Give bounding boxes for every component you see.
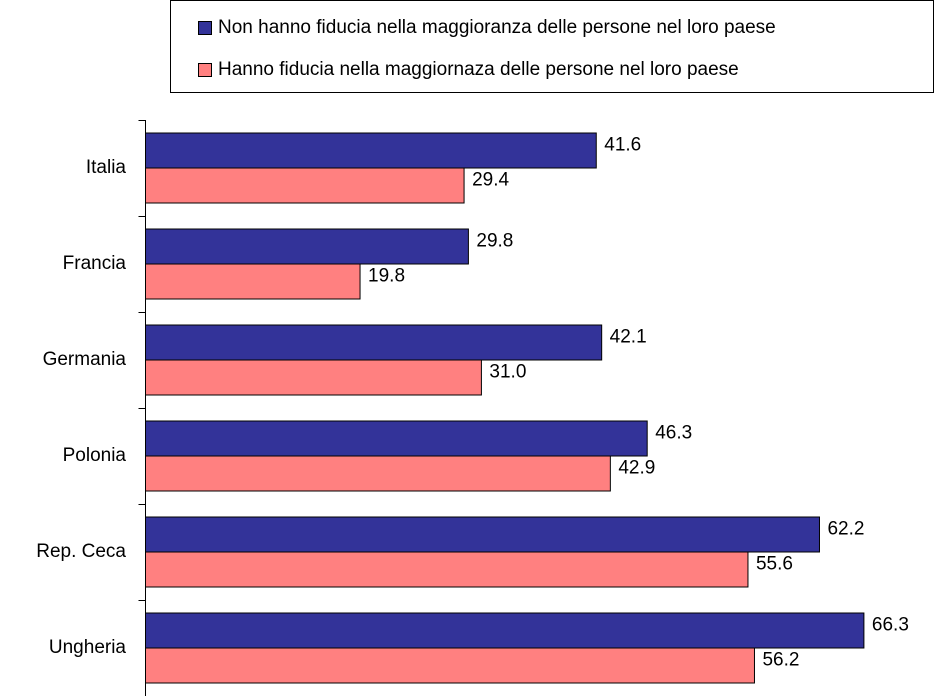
- bar: [145, 359, 482, 396]
- legend-label: Non hanno fiducia nella maggioranza dell…: [218, 17, 776, 38]
- y-tick-label: Rep. Ceca: [36, 541, 126, 562]
- y-tick-label: Italia: [86, 157, 127, 178]
- value-label: 29.8: [476, 231, 513, 252]
- bar: [145, 647, 755, 684]
- value-label: 62.2: [827, 519, 864, 540]
- value-label: 41.6: [604, 135, 641, 156]
- value-label: 19.8: [368, 266, 405, 287]
- value-label: 66.3: [872, 615, 909, 636]
- value-label: 46.3: [655, 423, 692, 444]
- value-label: 29.4: [472, 170, 509, 191]
- y-tick-label: Germania: [43, 349, 127, 370]
- legend-box: [170, 0, 934, 93]
- value-label: 31.0: [489, 362, 526, 383]
- bar: [145, 455, 611, 492]
- legend-swatch: [198, 21, 212, 35]
- legend-label: Hanno fiducia nella maggiornaza delle pe…: [218, 59, 739, 80]
- legend-swatch: [198, 63, 212, 77]
- value-label: 55.6: [756, 554, 793, 575]
- value-label: 42.1: [610, 327, 647, 348]
- bar: [145, 132, 597, 169]
- value-label: 42.9: [618, 458, 655, 479]
- bar: [145, 420, 648, 457]
- y-tick-label: Polonia: [63, 445, 127, 466]
- y-tick-label: Ungheria: [49, 637, 127, 658]
- bar: [145, 516, 820, 553]
- bar: [145, 612, 865, 649]
- value-label: 56.2: [762, 650, 799, 671]
- y-tick-label: Francia: [63, 253, 127, 274]
- bar: [145, 228, 469, 265]
- bar: [145, 324, 603, 361]
- bar: [145, 263, 361, 300]
- bar: [145, 167, 465, 204]
- bar: [145, 551, 749, 588]
